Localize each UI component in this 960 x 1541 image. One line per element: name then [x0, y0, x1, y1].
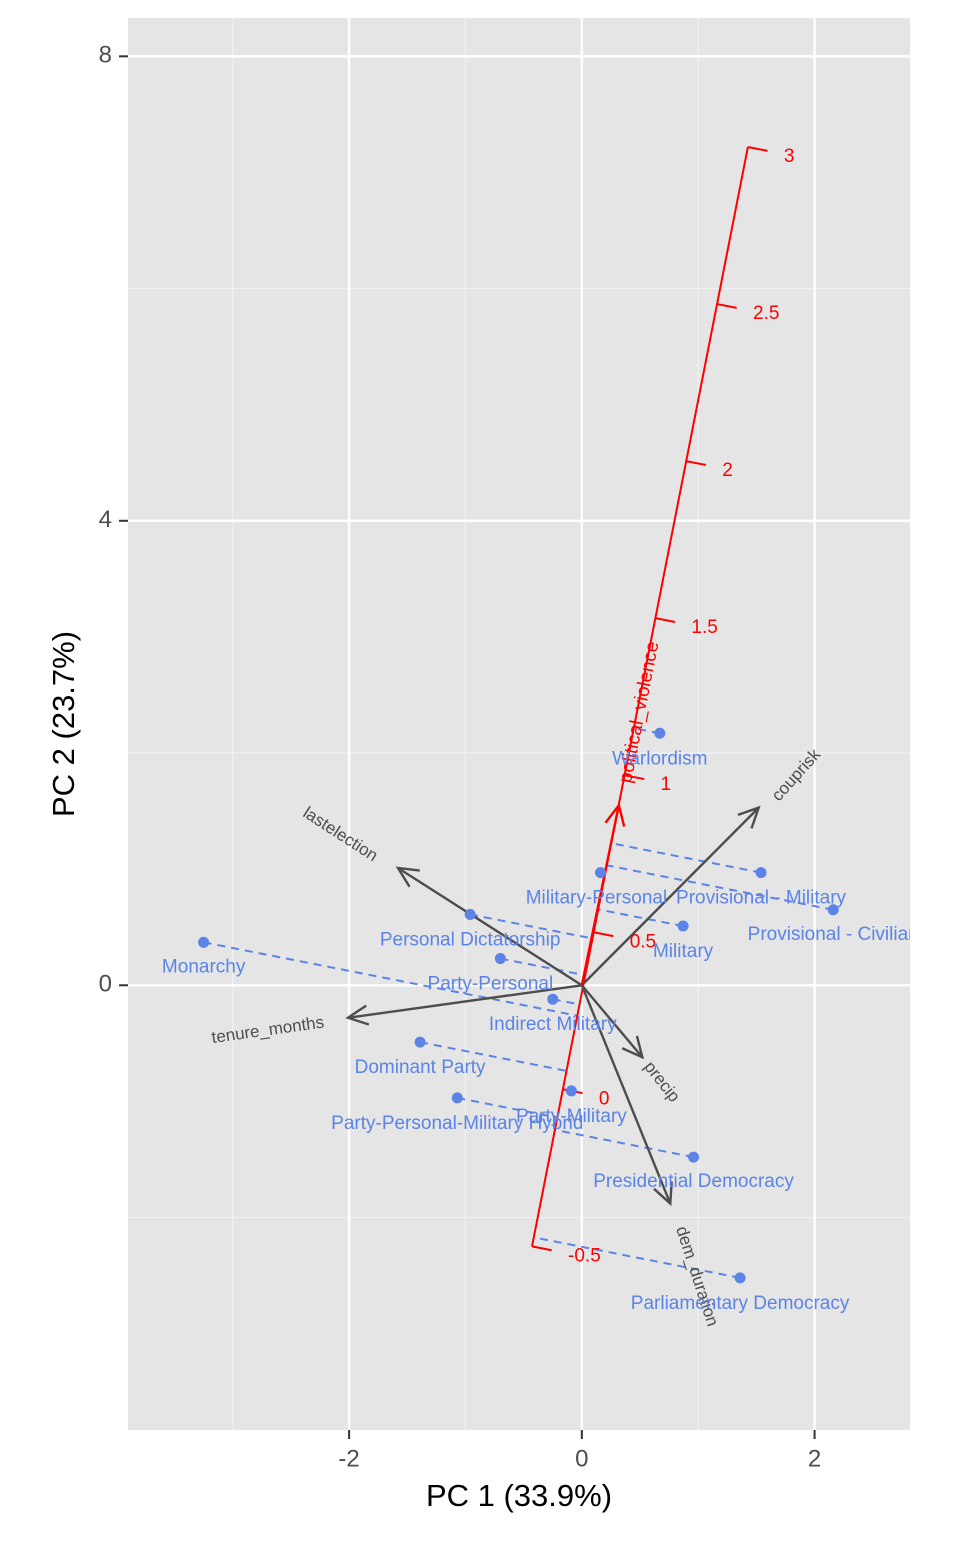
calibrated-axis [531, 146, 749, 1247]
projection-line [203, 941, 578, 1017]
point-label: Provisional - Military [676, 888, 846, 909]
calibrated-arrow [580, 805, 621, 986]
calibrated-arrow-head [604, 802, 626, 827]
point-label: Provisional - Civilian [748, 924, 919, 945]
calibrated-tick-label: 1 [661, 774, 672, 795]
point [755, 867, 767, 879]
projection-line [598, 908, 684, 928]
calibrated-tick [531, 1245, 552, 1252]
projection-line [419, 1041, 567, 1072]
loading-arrow [580, 984, 672, 1205]
x-tick-label: -2 [338, 1445, 359, 1472]
calibrated-tick [686, 460, 707, 466]
y-tick-label: 0 [99, 971, 112, 998]
loading-arrow [347, 984, 583, 1019]
point [198, 936, 210, 948]
point [654, 727, 666, 739]
point [594, 867, 606, 879]
calibrated-tick [716, 303, 737, 309]
point-label: Monarchy [162, 956, 246, 977]
panel [128, 18, 910, 1430]
loading-arrow [580, 806, 760, 987]
loading-arrow-head [395, 866, 420, 888]
y-tick-label: 8 [99, 42, 112, 69]
projection-line [611, 842, 762, 874]
projection-line [533, 1236, 741, 1279]
loading-arrow-head [345, 1004, 370, 1026]
calibrated-tick [655, 617, 676, 623]
point-label: Personal Dictatorship [380, 929, 561, 950]
point-label: Presidential Democracy [593, 1171, 794, 1192]
point [677, 920, 689, 932]
point-label: Party-Military [516, 1106, 627, 1127]
point [451, 1092, 463, 1104]
point-label: Warlordism [612, 748, 707, 769]
x-axis-title: PC 1 (33.9%) [426, 1478, 612, 1513]
calibrated-tick-label: 2 [722, 460, 733, 481]
calibrated-tick [747, 146, 768, 152]
loading-arrow [397, 866, 583, 987]
projection-line [469, 913, 593, 940]
point [464, 908, 476, 920]
loading-arrow-head [621, 1035, 645, 1060]
point-label: Military [653, 941, 714, 962]
point [547, 993, 559, 1005]
loading-arrow [580, 984, 644, 1059]
calibrated-tick-label: 0.5 [630, 931, 656, 952]
projection-line [500, 957, 586, 977]
calibrated-tick [624, 774, 645, 781]
loading-arrow-head [737, 805, 761, 829]
point [414, 1036, 426, 1048]
calibrated-tick-label: 1.5 [691, 617, 717, 638]
point-label: Military-Personal [526, 888, 667, 909]
point-label: Dominant Party [355, 1057, 486, 1078]
calibrated-tick-label: -0.5 [568, 1245, 601, 1266]
x-tick-label: 2 [808, 1445, 821, 1472]
projection-line [606, 864, 834, 911]
point-label: Party-Personal [428, 974, 554, 995]
x-tick-label: 0 [575, 1445, 588, 1472]
point [688, 1151, 700, 1163]
projection-line [554, 1128, 694, 1159]
point-label: Party-Personal-Military Hybrid [331, 1113, 583, 1134]
calibrated-tick-label: 3 [784, 146, 795, 167]
y-tick-label: 4 [99, 506, 112, 533]
point [734, 1272, 746, 1284]
y-axis-title: PC 2 (23.7%) [46, 631, 81, 817]
loading-arrow-head [653, 1181, 673, 1207]
projection-line [457, 1096, 558, 1119]
calibrated-tick-label: 0 [599, 1088, 610, 1109]
point [827, 904, 839, 916]
point-label: Indirect Military [489, 1014, 617, 1035]
calibrated-tick [593, 931, 614, 938]
point [494, 953, 506, 965]
calibrated-tick-label: 2.5 [753, 303, 779, 324]
point-label: Parliamentary Democracy [631, 1293, 850, 1314]
point [565, 1085, 577, 1097]
